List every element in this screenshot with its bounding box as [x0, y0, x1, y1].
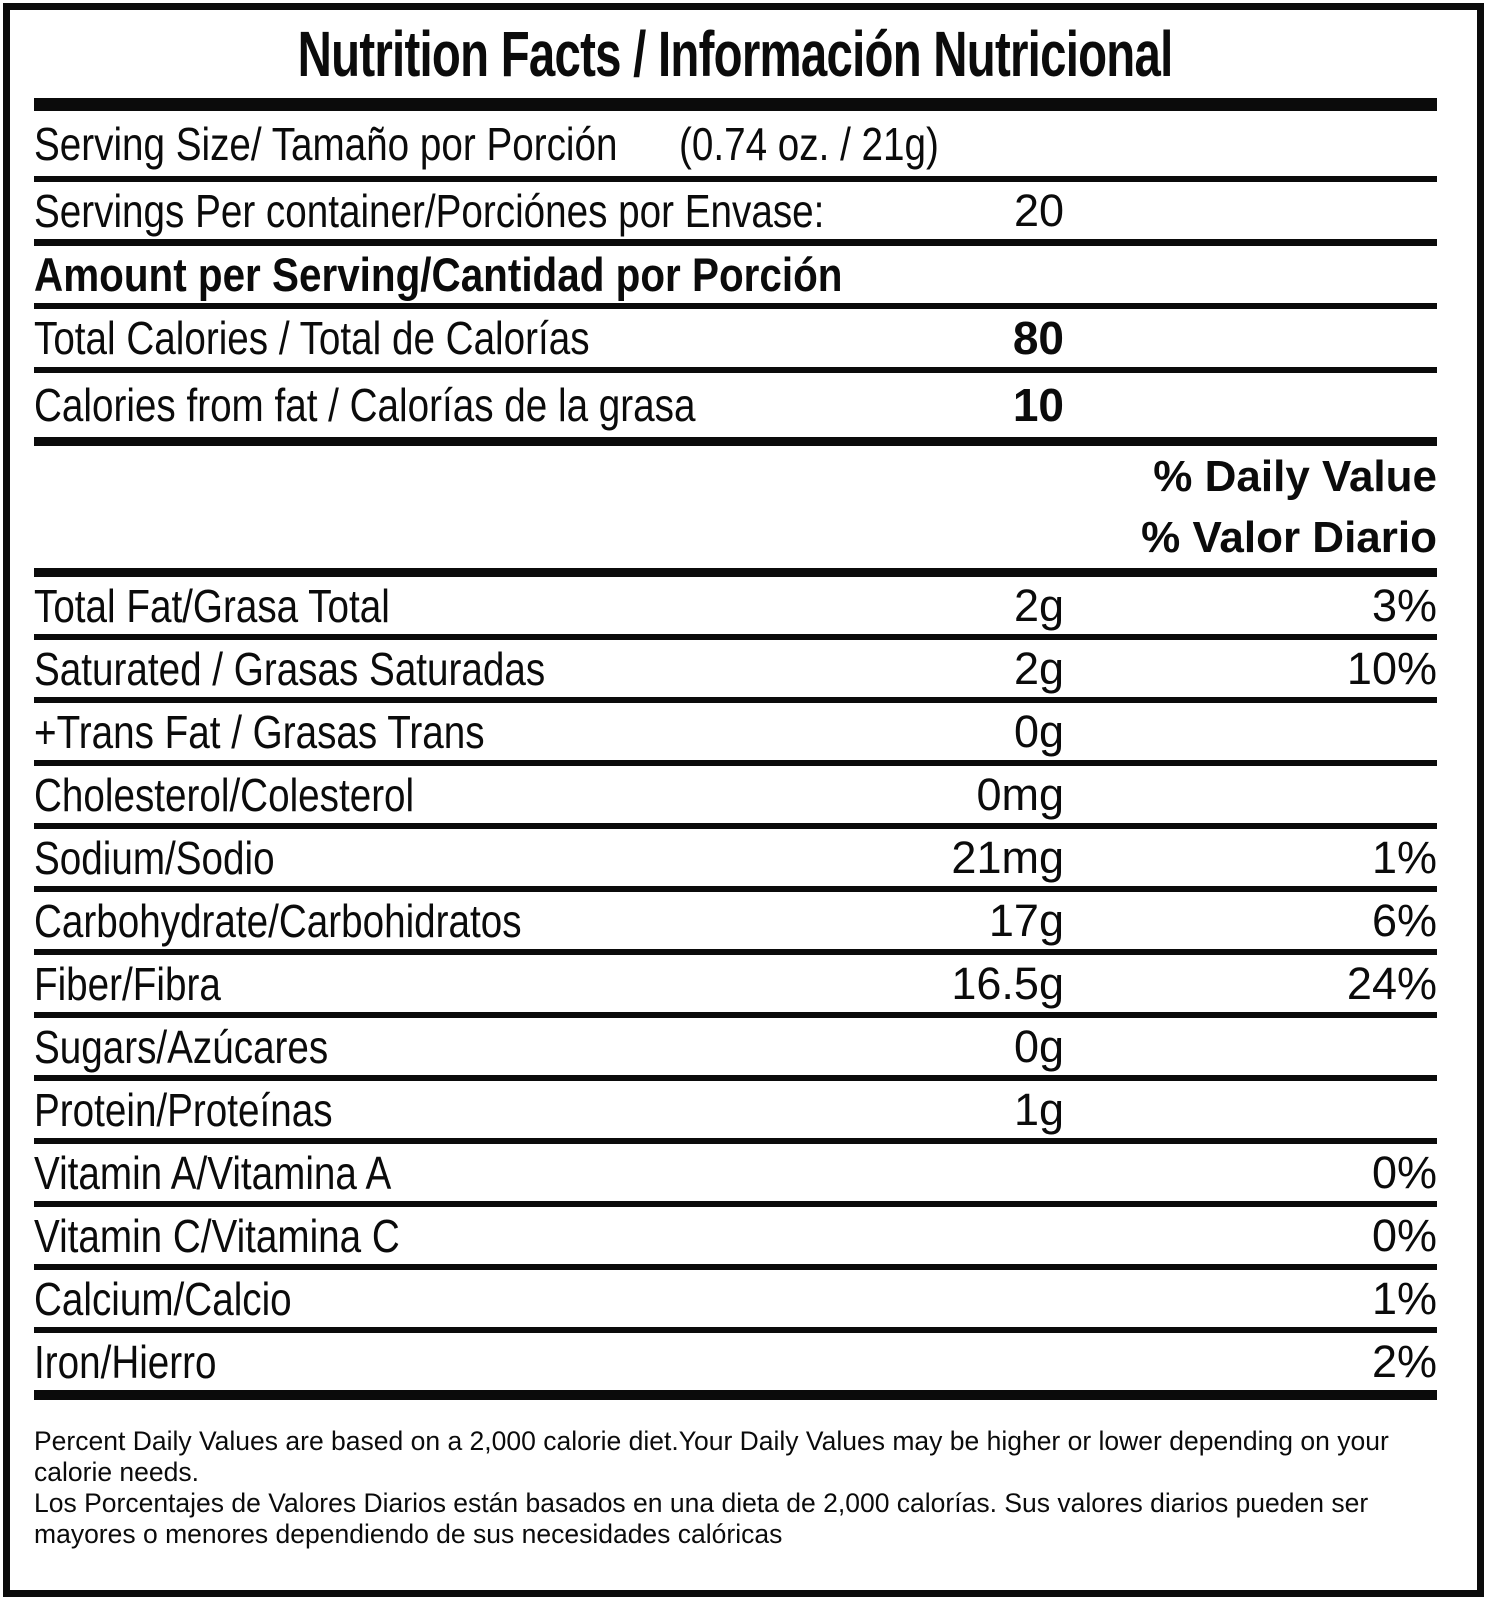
- nutrient-row: Sodium/Sodio 21mg 1%: [34, 829, 1437, 892]
- nutrient-daily-value: 10%: [1346, 642, 1437, 694]
- nutrient-label: Fiber/Fibra: [34, 957, 221, 1010]
- nutrient-daily-value: 2%: [1371, 1335, 1437, 1387]
- nutrient-amount: 21mg: [951, 831, 1064, 883]
- nutrient-amount: 0g: [1013, 705, 1064, 757]
- servings-per-container-label: Servings Per container/Porciónes por Env…: [34, 184, 825, 237]
- nutrient-label: Sugars/Azúcares: [34, 1020, 329, 1073]
- nutrient-amount: 16.5g: [951, 957, 1064, 1009]
- nutrient-amount: 1g: [1013, 1083, 1064, 1135]
- daily-value-header-es-row: % Valor Diario: [34, 508, 1437, 577]
- nutrient-label-wrap: Vitamin A/Vitamina A: [34, 1146, 604, 1200]
- nutrient-row: Sugars/Azúcares 0g: [34, 1018, 1437, 1081]
- nutrient-daily-value: 0%: [1371, 1209, 1437, 1261]
- nutrient-row: Cholesterol/Colesterol 0mg: [34, 766, 1437, 829]
- nutrient-row: Protein/Proteínas 1g: [34, 1081, 1437, 1144]
- total-calories-label: Total Calories / Total de Calorías: [34, 312, 590, 364]
- servings-per-container-row: Servings Per container/Porciónes por Env…: [34, 182, 1437, 246]
- footnote-english: Percent Daily Values are based on a 2,00…: [34, 1426, 1389, 1487]
- nutrient-amount: 2g: [1013, 642, 1064, 694]
- nutrient-label: Saturated / Grasas Saturadas: [34, 642, 546, 695]
- serving-size-label-wrap: Serving Size/ Tamaño por Porción: [34, 117, 679, 171]
- nutrient-amount: 0g: [1013, 1020, 1064, 1072]
- calories-from-fat-row: Calories from fat / Calorías de la grasa…: [34, 373, 1437, 446]
- nutrient-amount: 17g: [988, 894, 1064, 946]
- nutrient-label-wrap: Cholesterol/Colesterol: [34, 768, 604, 822]
- amount-per-serving-header: Amount per Serving/Cantidad por Porción: [34, 248, 843, 301]
- nutrient-row: +Trans Fat / Grasas Trans 0g: [34, 703, 1437, 766]
- footnote-spanish: Los Porcentajes de Valores Diarios están…: [34, 1488, 1369, 1549]
- daily-value-header-en: % Daily Value: [1153, 452, 1437, 501]
- serving-size-value-wrap: (0.74 oz. / 21g): [679, 117, 1437, 171]
- total-calories-value: 80: [1012, 312, 1064, 364]
- nutrient-label-wrap: Carbohydrate/Carbohidratos: [34, 894, 604, 948]
- servings-per-container-value: 20: [1013, 184, 1064, 236]
- serving-size-row: Serving Size/ Tamaño por Porción (0.74 o…: [34, 111, 1437, 182]
- servings-per-container-label-wrap: Servings Per container/Porciónes por Env…: [34, 184, 824, 238]
- nutrient-daily-value: 1%: [1371, 1272, 1437, 1324]
- nutrient-daily-value: 3%: [1371, 579, 1437, 631]
- label-title: Nutrition Facts / Información Nutriciona…: [298, 18, 1174, 90]
- daily-value-header-es: % Valor Diario: [1141, 513, 1437, 562]
- nutrient-label: Sodium/Sodio: [34, 831, 275, 884]
- nutrient-row: Total Fat/Grasa Total 2g 3%: [34, 577, 1437, 640]
- nutrient-row: Carbohydrate/Carbohidratos 17g 6%: [34, 892, 1437, 955]
- nutrient-label: Protein/Proteínas: [34, 1083, 333, 1136]
- nutrient-label-wrap: Protein/Proteínas: [34, 1083, 604, 1137]
- nutrient-row: Calcium/Calcio 1%: [34, 1270, 1437, 1333]
- nutrient-label-wrap: Sugars/Azúcares: [34, 1020, 604, 1074]
- nutrient-daily-value: 0%: [1371, 1146, 1437, 1198]
- calories-from-fat-label-wrap: Calories from fat / Calorías de la grasa: [34, 378, 695, 432]
- nutrient-label: Iron/Hierro: [34, 1335, 217, 1388]
- nutrient-label: Calcium/Calcio: [34, 1272, 292, 1325]
- daily-value-header-en-row: % Daily Value: [34, 446, 1437, 508]
- nutrient-row: Saturated / Grasas Saturadas 2g 10%: [34, 640, 1437, 703]
- total-calories-row: Total Calories / Total de Calorías 80: [34, 309, 1437, 373]
- nutrient-label: Total Fat/Grasa Total: [34, 579, 390, 632]
- nutrient-label-wrap: Calcium/Calcio: [34, 1272, 604, 1326]
- label-title-row: Nutrition Facts / Información Nutriciona…: [34, 10, 1437, 98]
- nutrient-label: Vitamin A/Vitamina A: [34, 1146, 392, 1199]
- nutrient-row: Fiber/Fibra 16.5g 24%: [34, 955, 1437, 1018]
- nutrient-daily-value: 1%: [1371, 831, 1437, 883]
- nutrient-amount: 0mg: [976, 768, 1064, 820]
- amount-per-serving-header-wrap: Amount per Serving/Cantidad por Porción: [34, 247, 1437, 302]
- nutrient-label: +Trans Fat / Grasas Trans: [34, 705, 485, 758]
- serving-size-value: (0.74 oz. / 21g): [679, 117, 939, 170]
- nutrient-label-wrap: +Trans Fat / Grasas Trans: [34, 705, 604, 759]
- nutrient-daily-value: 6%: [1371, 894, 1437, 946]
- nutrient-label-wrap: Fiber/Fibra: [34, 957, 604, 1011]
- nutrient-row: Vitamin A/Vitamina A 0%: [34, 1144, 1437, 1207]
- nutrient-row: Iron/Hierro 2%: [34, 1333, 1437, 1400]
- nutrient-label-wrap: Total Fat/Grasa Total: [34, 579, 604, 633]
- serving-size-label: Serving Size/ Tamaño por Porción: [34, 117, 618, 170]
- total-calories-label-wrap: Total Calories / Total de Calorías: [34, 311, 604, 365]
- nutrient-row: Vitamin C/Vitamina C 0%: [34, 1207, 1437, 1270]
- nutrient-label-wrap: Iron/Hierro: [34, 1335, 604, 1389]
- nutrient-label: Vitamin C/Vitamina C: [34, 1209, 400, 1262]
- nutrient-label: Cholesterol/Colesterol: [34, 768, 415, 821]
- amount-per-serving-header-row: Amount per Serving/Cantidad por Porción: [34, 246, 1437, 309]
- nutrient-label-wrap: Vitamin C/Vitamina C: [34, 1209, 604, 1263]
- title-separator-bar: [34, 98, 1437, 111]
- calories-from-fat-label: Calories from fat / Calorías de la grasa: [34, 379, 696, 431]
- nutrient-daily-value: 24%: [1346, 957, 1437, 1009]
- nutrition-facts-label: Nutrition Facts / Información Nutriciona…: [3, 3, 1484, 1597]
- nutrient-label: Carbohydrate/Carbohidratos: [34, 894, 522, 947]
- calories-from-fat-value: 10: [1012, 379, 1064, 431]
- footnote-section: Percent Daily Values are based on a 2,00…: [34, 1400, 1437, 1550]
- nutrient-rows: Total Fat/Grasa Total 2g 3% Saturated / …: [34, 577, 1437, 1400]
- nutrient-label-wrap: Sodium/Sodio: [34, 831, 604, 885]
- nutrient-amount: 2g: [1013, 579, 1064, 631]
- nutrient-label-wrap: Saturated / Grasas Saturadas: [34, 642, 604, 696]
